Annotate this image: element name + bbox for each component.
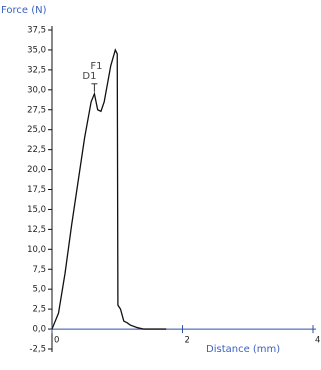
y-tick-label: 25,0 xyxy=(27,125,46,135)
y-tick-label: 30,0 xyxy=(27,85,46,95)
y-tick-label: 15,0 xyxy=(27,205,46,215)
y-tick-label: 32,5 xyxy=(27,65,46,75)
y-tick-label: -2,5 xyxy=(29,345,46,355)
y-axis-label: Force (N) xyxy=(1,5,47,16)
y-tick-label: 22,5 xyxy=(27,145,46,155)
y-tick-label: 37,5 xyxy=(27,26,46,36)
y-tick-label: 0,0 xyxy=(32,325,46,335)
line-series xyxy=(51,48,167,330)
annotation: D1 xyxy=(82,71,96,82)
y-tick-label: 7,5 xyxy=(32,265,46,275)
x-tick-label: 0 xyxy=(54,336,59,346)
annotation: F1 xyxy=(90,61,102,72)
y-tick-label: 35,0 xyxy=(27,45,46,55)
y-tick-label: 20,0 xyxy=(27,165,46,175)
x-tick-label: 4 xyxy=(315,336,320,346)
y-tick-label: 10,0 xyxy=(27,245,46,255)
y-tick-label: 2,5 xyxy=(32,305,46,315)
y-tick-label: 17,5 xyxy=(27,185,46,195)
y-tick-label: 27,5 xyxy=(27,105,46,115)
x-axis-label: Distance (mm) xyxy=(206,344,280,355)
y-tick-label: 5,0 xyxy=(32,285,46,295)
x-tick-label: 2 xyxy=(185,336,190,346)
y-tick-label: 12,5 xyxy=(27,225,46,235)
